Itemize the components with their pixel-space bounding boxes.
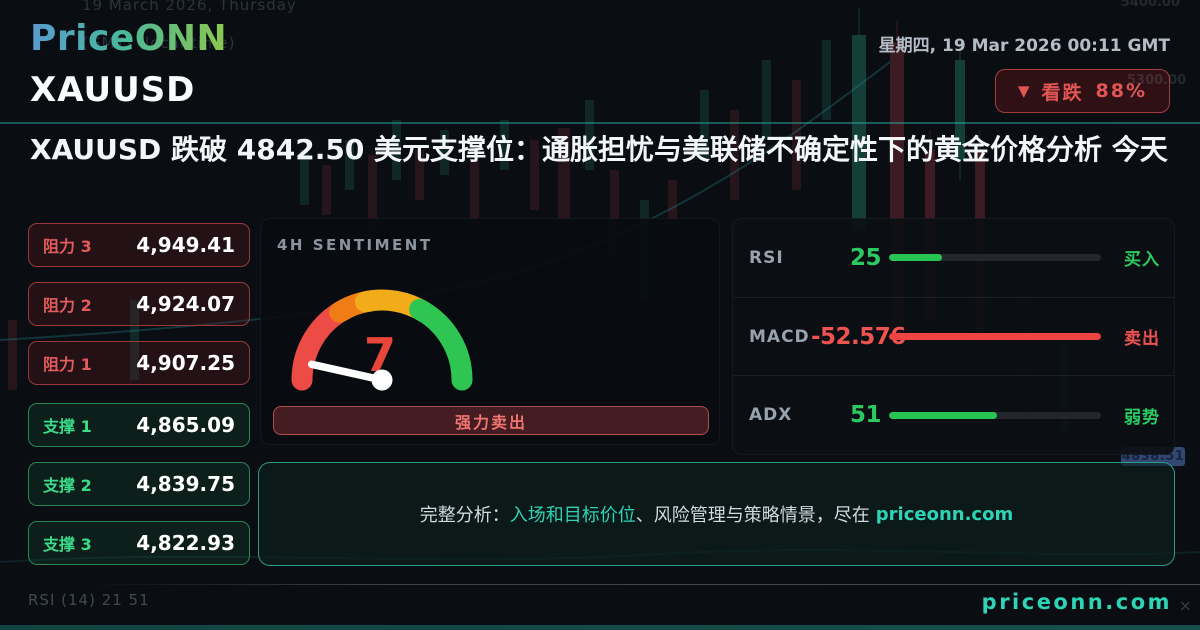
- indicator-bar-track: [889, 254, 1101, 262]
- indicators-panel: RSI 25 买入 MACD -52.576 卖出 ADX 51 弱势: [732, 218, 1175, 455]
- support-3-label: 支撑 3: [43, 535, 92, 554]
- gauge-arc-green: [409, 298, 473, 391]
- badge-direction-label: 看跌: [1041, 81, 1084, 104]
- background-faint-date: 19 March 2026, Thursday: [82, 0, 297, 14]
- support-2-label: 支撑 2: [43, 476, 92, 495]
- strong-sell-button[interactable]: 强力卖出: [273, 406, 709, 435]
- indicator-name: ADX: [749, 405, 793, 426]
- resistance-1-value: 4,907.25: [136, 351, 235, 375]
- close-icon: ×: [1178, 596, 1192, 615]
- indicator-bar-track: [889, 333, 1101, 340]
- background-rsi-label: RSI (14) 21 51: [28, 591, 150, 609]
- indicator-signal: 买入: [1124, 250, 1160, 271]
- indicator-bar-fill: [889, 333, 1101, 340]
- gauge-needle-hub: [371, 369, 393, 391]
- gauge-needle: [307, 360, 386, 384]
- datetime-label: 星期四, 19 Mar 2026 00:11 GMT: [878, 36, 1170, 56]
- brand-logo: PriceONN: [30, 18, 228, 59]
- indicator-value: 25: [849, 244, 882, 271]
- support-1-box: 支撑 1 4,865.09: [28, 403, 250, 447]
- resistance-1-box: 阻力 1 4,907.25: [28, 341, 250, 385]
- indicator-name: RSI: [749, 247, 784, 268]
- indicator-signal: 弱势: [1124, 407, 1160, 428]
- resistance-1-label: 阻力 1: [43, 355, 92, 374]
- banner-prefix: 完整分析：: [419, 505, 510, 526]
- resistance-3-box: 阻力 3 4,949.41: [28, 223, 250, 267]
- indicator-value: 51: [849, 402, 882, 429]
- bottom-accent-strip: [0, 625, 1200, 630]
- banner-middle: 、风险管理与策略情景，尽在: [635, 505, 870, 526]
- resistance-3-value: 4,949.41: [136, 233, 235, 257]
- indicator-bar-track: [889, 411, 1101, 419]
- indicator-bar-fill: [889, 411, 998, 419]
- sentiment-panel-title: 4H SENTIMENT: [277, 236, 433, 254]
- support-2-value: 4,839.75: [136, 472, 235, 496]
- indicator-name: MACD: [749, 326, 810, 347]
- resistance-2-value: 4,924.07: [136, 292, 235, 316]
- indicator-row: MACD -52.576 卖出: [733, 296, 1174, 376]
- support-1-label: 支撑 1: [43, 417, 92, 436]
- footer-divider-line: [90, 584, 1200, 585]
- indicator-row: ADX 51 弱势: [733, 375, 1174, 454]
- symbol-title: XAUUSD: [30, 70, 196, 110]
- badge-percent: 88%: [1095, 80, 1147, 102]
- banner-site-link[interactable]: priceonn.com: [875, 503, 1014, 525]
- analysis-headline: XAUUSD 跌破 4842.50 美元支撑位：通胀担忧与美联储不确定性下的黄金…: [30, 133, 1168, 166]
- support-2-box: 支撑 2 4,839.75: [28, 462, 250, 506]
- background-axis-label-5300: 5300.00: [1127, 73, 1187, 88]
- indicator-signal: 卖出: [1124, 329, 1160, 349]
- resistance-2-label: 阻力 2: [43, 296, 92, 315]
- banner-highlight-link[interactable]: 入场和目标价位: [509, 505, 636, 526]
- background-axis-label-5400: 5400.00: [1120, 0, 1180, 10]
- bearish-signal-badge: ▼ 看跌 88%: [994, 69, 1170, 113]
- background-faint-timezone: (GMT) (local time): [82, 34, 236, 52]
- footer-site-link[interactable]: priceonn.com: [981, 590, 1172, 614]
- indicator-value: -52.576: [811, 323, 906, 350]
- indicator-bar-fill: [889, 254, 942, 262]
- resistance-3-label: 阻力 3: [43, 237, 92, 256]
- cta-banner: 完整分析： 入场和目标价位 、风险管理与策略情景，尽在 priceonn.com: [258, 462, 1175, 566]
- sentiment-gauge: 7: [291, 289, 473, 391]
- resistance-2-box: 阻力 2 4,924.07: [28, 282, 250, 326]
- indicator-row: RSI 25 买入: [733, 219, 1174, 297]
- background-teal-line: [0, 122, 1200, 124]
- support-1-value: 4,865.09: [136, 413, 235, 437]
- support-3-value: 4,822.93: [136, 531, 235, 555]
- sentiment-panel: 4H SENTIMENT 7 强力卖出: [260, 218, 720, 445]
- down-triangle-icon: ▼: [1017, 82, 1030, 100]
- support-3-box: 支撑 3 4,822.93: [28, 521, 250, 565]
